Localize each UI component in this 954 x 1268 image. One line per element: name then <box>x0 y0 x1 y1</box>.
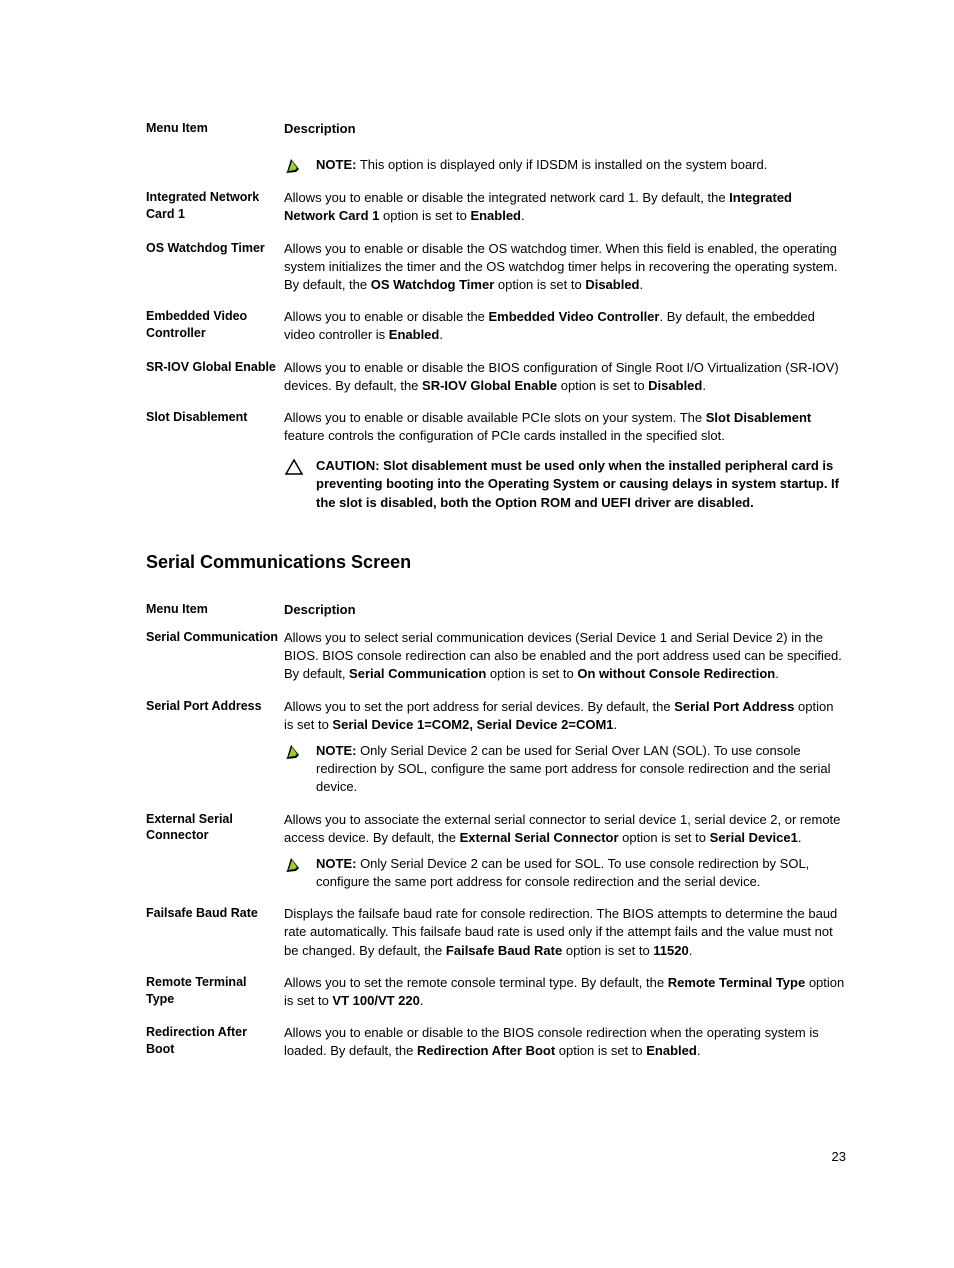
serial-communications-table: Menu Item Description Serial Communicati… <box>146 601 846 1061</box>
table-row: SR-IOV Global Enable Allows you to enabl… <box>146 359 846 395</box>
menu-item-cell: Embedded Video Controller <box>146 308 284 342</box>
description-cell: Allows you to set the remote console ter… <box>284 974 846 1010</box>
integrated-devices-table: Menu Item Description NOTE: This option … <box>146 120 846 512</box>
caution-body: Slot disablement must be used only when … <box>316 458 839 509</box>
menu-item-cell: Slot Disablement <box>146 409 284 426</box>
section-heading-serial-communications: Serial Communications Screen <box>146 552 846 573</box>
note-icon <box>284 156 316 175</box>
description-cell: Displays the failsafe baud rate for cons… <box>284 905 846 960</box>
note-callout: NOTE: This option is displayed only if I… <box>284 156 846 175</box>
page-number: 23 <box>832 1149 846 1164</box>
table-header-row: Menu Item Description <box>146 601 846 619</box>
description-cell: Allows you to enable or disable the Embe… <box>284 308 846 344</box>
document-page: Menu Item Description NOTE: This option … <box>0 0 954 1268</box>
description-cell: Allows you to set the port address for s… <box>284 698 846 797</box>
table-row: Remote Terminal Type Allows you to set t… <box>146 974 846 1010</box>
menu-item-cell: Redirection After Boot <box>146 1024 284 1058</box>
table-row: Serial Communication Allows you to selec… <box>146 629 846 684</box>
table-row: External Serial Connector Allows you to … <box>146 811 846 892</box>
description-cell: Allows you to enable or disable the OS w… <box>284 240 846 295</box>
note-label: NOTE: <box>316 743 356 758</box>
table-row: Slot Disablement Allows you to enable or… <box>146 409 846 512</box>
note-label: NOTE: <box>316 157 356 172</box>
description-cell: NOTE: This option is displayed only if I… <box>284 148 846 175</box>
note-body: This option is displayed only if IDSDM i… <box>356 157 767 172</box>
menu-item-cell: OS Watchdog Timer <box>146 240 284 257</box>
note-text: NOTE: Only Serial Device 2 can be used f… <box>316 742 846 797</box>
column-header-menu-item: Menu Item <box>146 601 284 618</box>
menu-item-cell: External Serial Connector <box>146 811 284 845</box>
table-row: Redirection After Boot Allows you to ena… <box>146 1024 846 1060</box>
note-text: NOTE: Only Serial Device 2 can be used f… <box>316 855 846 891</box>
table-row: OS Watchdog Timer Allows you to enable o… <box>146 240 846 295</box>
caution-text: CAUTION: Slot disablement must be used o… <box>316 457 846 512</box>
description-cell: Allows you to associate the external ser… <box>284 811 846 892</box>
table-row: Integrated Network Card 1 Allows you to … <box>146 189 846 225</box>
menu-item-cell: Integrated Network Card 1 <box>146 189 284 223</box>
table-row: Serial Port Address Allows you to set th… <box>146 698 846 797</box>
menu-item-cell: Serial Communication <box>146 629 284 646</box>
menu-item-cell: Remote Terminal Type <box>146 974 284 1008</box>
description-cell: Allows you to enable or disable availabl… <box>284 409 846 512</box>
table-row: Embedded Video Controller Allows you to … <box>146 308 846 344</box>
caution-callout: CAUTION: Slot disablement must be used o… <box>284 457 846 512</box>
description-cell: Allows you to enable or disable the BIOS… <box>284 359 846 395</box>
note-callout: NOTE: Only Serial Device 2 can be used f… <box>284 855 846 891</box>
column-header-menu-item: Menu Item <box>146 120 284 137</box>
description-cell: Allows you to select serial communicatio… <box>284 629 846 684</box>
note-icon <box>284 742 316 761</box>
note-body: Only Serial Device 2 can be used for SOL… <box>316 856 809 889</box>
caution-icon <box>284 457 316 476</box>
column-header-description: Description <box>284 120 846 138</box>
note-icon <box>284 855 316 874</box>
note-text: NOTE: This option is displayed only if I… <box>316 156 846 174</box>
menu-item-cell: Serial Port Address <box>146 698 284 715</box>
note-callout: NOTE: Only Serial Device 2 can be used f… <box>284 742 846 797</box>
note-label: NOTE: <box>316 856 356 871</box>
column-header-description: Description <box>284 601 846 619</box>
table-header-row: Menu Item Description <box>146 120 846 138</box>
menu-item-cell: Failsafe Baud Rate <box>146 905 284 922</box>
table-row: Failsafe Baud Rate Displays the failsafe… <box>146 905 846 960</box>
menu-item-cell: SR-IOV Global Enable <box>146 359 284 376</box>
description-cell: Allows you to enable or disable the inte… <box>284 189 846 225</box>
table-row: NOTE: This option is displayed only if I… <box>146 148 846 175</box>
caution-label: CAUTION: <box>316 458 380 473</box>
note-body: Only Serial Device 2 can be used for Ser… <box>316 743 831 794</box>
description-cell: Allows you to enable or disable to the B… <box>284 1024 846 1060</box>
